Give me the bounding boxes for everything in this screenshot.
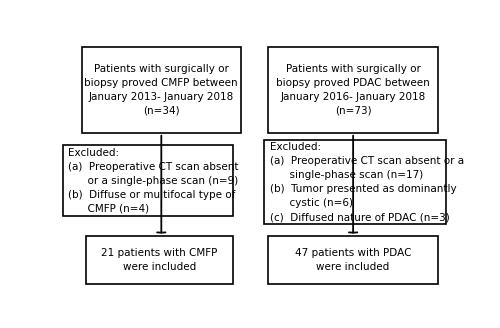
Text: 21 patients with CMFP
were included: 21 patients with CMFP were included bbox=[101, 248, 218, 272]
FancyBboxPatch shape bbox=[268, 47, 438, 133]
Text: Excluded:
(a)  Preoperative CT scan absent
      or a single-phase scan (n=9)
(b: Excluded: (a) Preoperative CT scan absen… bbox=[68, 148, 239, 214]
Text: Patients with surgically or
biopsy proved CMFP between
January 2013- January 201: Patients with surgically or biopsy prove… bbox=[84, 64, 238, 116]
FancyBboxPatch shape bbox=[268, 236, 438, 284]
Text: 47 patients with PDAC
were included: 47 patients with PDAC were included bbox=[295, 248, 412, 272]
FancyBboxPatch shape bbox=[82, 47, 241, 133]
FancyBboxPatch shape bbox=[264, 140, 446, 224]
FancyBboxPatch shape bbox=[62, 145, 233, 216]
Text: Patients with surgically or
biopsy proved PDAC between
January 2016- January 201: Patients with surgically or biopsy prove… bbox=[276, 64, 430, 116]
Text: Excluded:
(a)  Preoperative CT scan absent or a
      single-phase scan (n=17)
(: Excluded: (a) Preoperative CT scan absen… bbox=[270, 142, 464, 222]
FancyBboxPatch shape bbox=[86, 236, 233, 284]
